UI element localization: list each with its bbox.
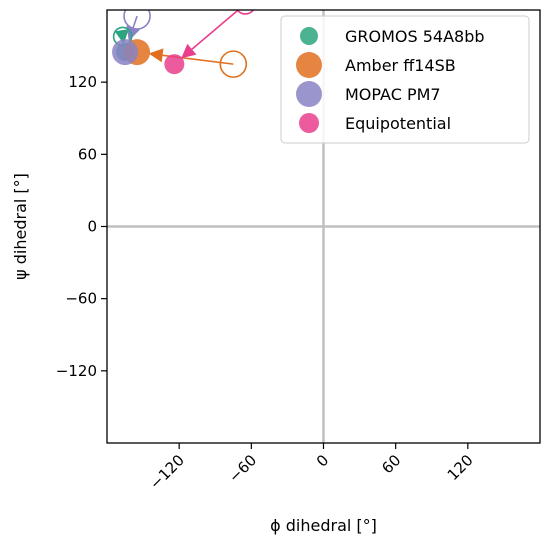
legend-marker-mopac-pm7 xyxy=(296,81,322,107)
legend-marker-gromos-54a8bb xyxy=(300,27,318,45)
x-tick-label: −60 xyxy=(225,451,260,486)
y-axis-ticks: −120 −60 0 60 120 xyxy=(56,73,107,380)
end-marker-equipotential xyxy=(164,54,185,75)
legend-label-gromos-54a8bb: GROMOS 54A8bb xyxy=(345,27,485,46)
y-axis-label: ψ dihedral [°] xyxy=(11,173,30,280)
y-tick-label: 60 xyxy=(78,145,97,163)
legend-marker-equipotential xyxy=(299,113,319,133)
arrow-head-gromos-54a8bb xyxy=(114,29,129,45)
start-marker-equipotential xyxy=(236,10,255,15)
legend-label-amber-ff14sb: Amber ff14SB xyxy=(345,56,456,75)
x-tick-label: 0 xyxy=(313,451,332,470)
arrow-head-equipotential xyxy=(181,43,197,59)
x-tick-label: 60 xyxy=(378,451,404,477)
legend-box xyxy=(280,15,530,144)
start-marker-mopac-pm7 xyxy=(123,10,151,30)
x-tick-label: 120 xyxy=(444,451,477,484)
arrows xyxy=(114,10,240,65)
x-axis-ticks: −120 −60 0 60 120 xyxy=(146,443,477,493)
x-axis-label: ϕ dihedral [°] xyxy=(270,516,377,535)
arrow-line-equipotential xyxy=(191,10,240,50)
y-tick-label: −120 xyxy=(56,362,97,380)
y-tick-label: 0 xyxy=(87,218,97,236)
arrow-line-mopac-pm7 xyxy=(132,15,138,28)
legend-label-equipotential: Equipotential xyxy=(345,114,451,133)
legend-marker-amber-ff14sb xyxy=(296,52,322,78)
y-tick-label: −60 xyxy=(65,290,97,308)
y-tick-label: 120 xyxy=(68,73,97,91)
legend: GROMOS 54A8bb Amber ff14SB MOPAC PM7 Equipo… xyxy=(280,15,530,144)
markers xyxy=(112,10,255,78)
end-marker-mopac-pm7 xyxy=(112,39,139,66)
legend-label-mopac-pm7: MOPAC PM7 xyxy=(345,85,441,104)
x-tick-label: −120 xyxy=(146,451,188,493)
start-marker-amber-ff14sb xyxy=(219,50,248,78)
arrow-head-amber-ff14sb xyxy=(148,48,164,63)
